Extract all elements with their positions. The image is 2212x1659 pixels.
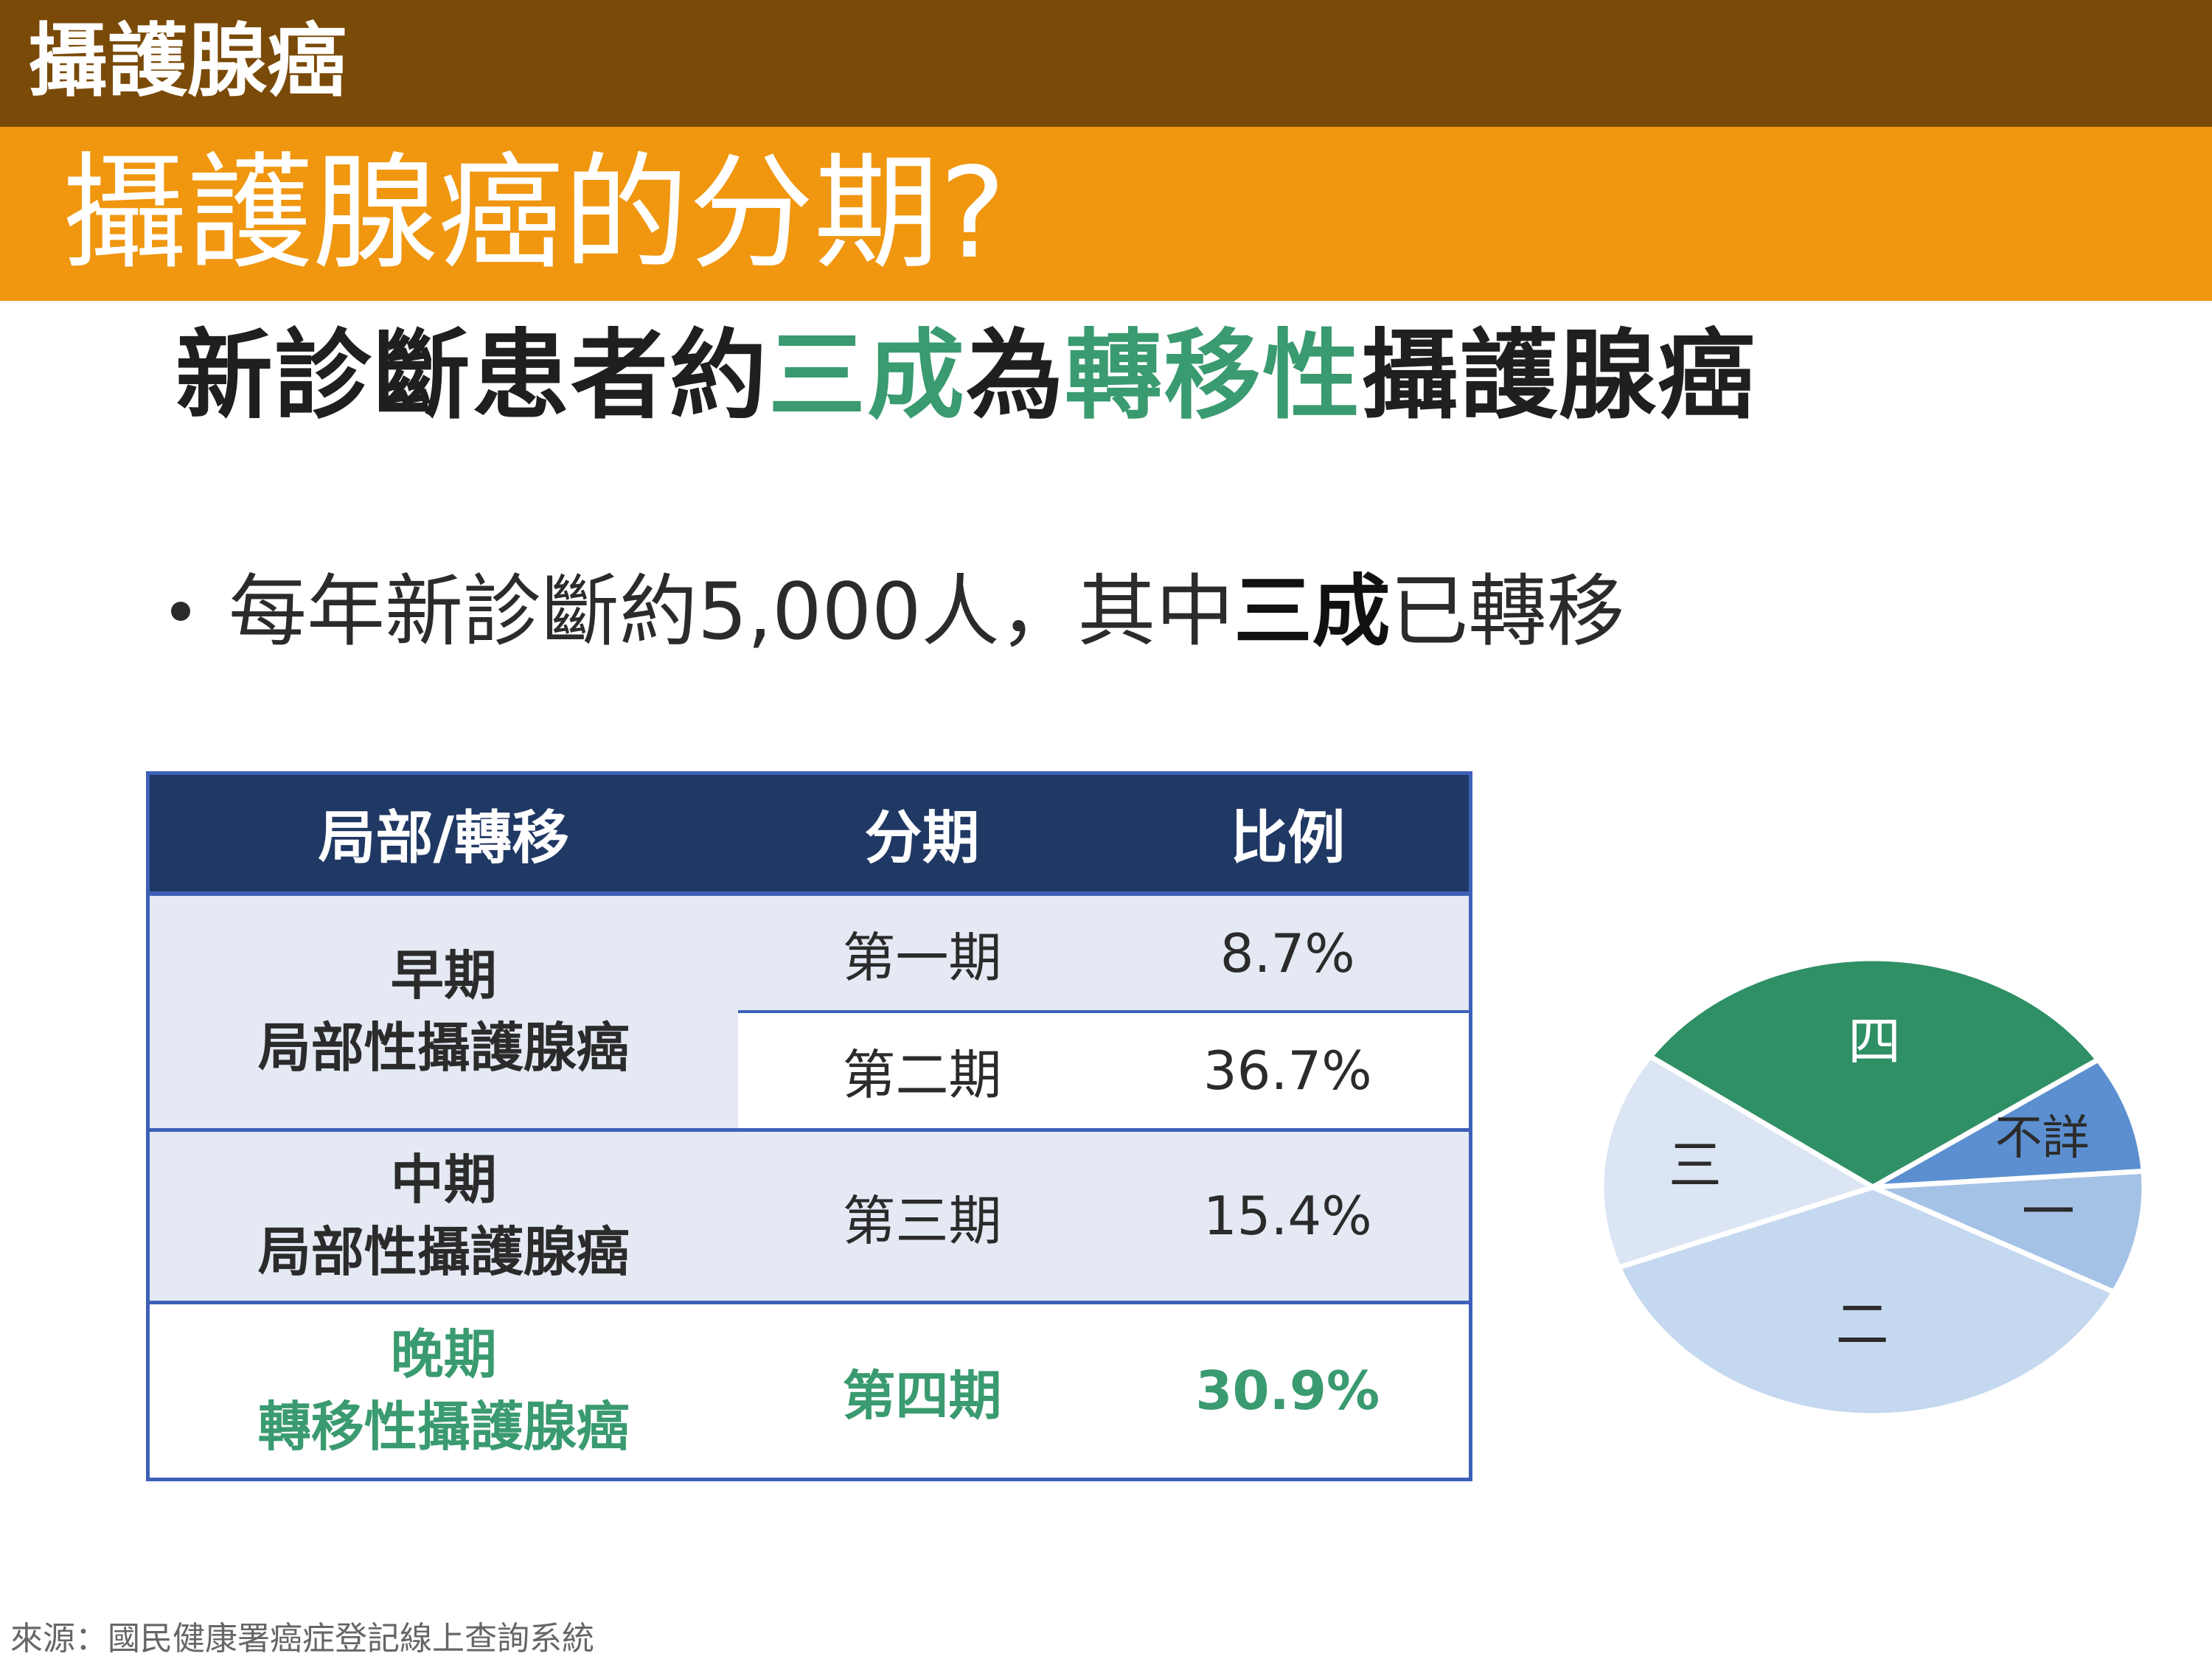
table-row: 早期 局部性攝護腺癌 第一期 8.7%: [147, 894, 1471, 1130]
stage-2: 第二期: [737, 1010, 1107, 1130]
pie-label-4: 四: [1848, 1010, 1901, 1072]
bullet-dot: [171, 602, 190, 622]
pie-slice-5: [1871, 1056, 2146, 1190]
pie-label-5: 不詳: [1995, 1111, 2090, 1166]
bullet-bold: 三成: [1234, 566, 1391, 657]
category-header-bar: 攝護腺癌: [0, 0, 2212, 127]
category-title: 攝護腺癌: [28, 15, 347, 108]
table-row: 中期 局部性攝護腺癌 第三期 15.4%: [147, 1127, 1471, 1302]
headline-part2: 為: [966, 319, 1065, 433]
pie-label-1: 一: [2022, 1180, 2075, 1242]
slide-title-bar: 攝護腺癌的分期?: [0, 127, 2212, 301]
bullet-point: 每年新診斷約5,000人，其中三成已轉移: [171, 557, 1624, 667]
stage-3: 第三期: [737, 1127, 1107, 1302]
slide-title: 攝護腺癌的分期?: [62, 141, 1006, 287]
percent-1: 8.7%: [1106, 894, 1471, 1012]
percent-3: 15.4%: [1106, 1127, 1471, 1302]
percent-2: 36.7%: [1106, 1010, 1471, 1130]
table-header-row: 局部/轉移 分期 比例: [147, 773, 1471, 896]
group-mid-line1: 中期: [390, 1149, 497, 1211]
headline-highlight2: 轉移性: [1065, 319, 1361, 433]
headline-part1: 新診斷患者約: [175, 319, 768, 433]
header-category: 局部/轉移: [147, 773, 738, 896]
pie-slice-1: [1871, 1168, 2147, 1295]
pie-slice-3: [1599, 1053, 1879, 1271]
bullet-text1: 每年新診斷約5,000人，其中: [229, 566, 1234, 657]
group-early: 早期 局部性攝護腺癌: [147, 894, 738, 1130]
stage-table: 局部/轉移 分期 比例 早期 局部性攝護腺癌 第一期 8.7% 第二期 36.7…: [146, 771, 1472, 1481]
header-stage: 分期: [737, 773, 1107, 896]
group-early-line1: 早期: [390, 945, 497, 1007]
stage-1: 第一期: [737, 894, 1107, 1012]
percent-4: 30.9%: [1106, 1300, 1471, 1479]
header-percent: 比例: [1106, 773, 1471, 896]
group-mid-line2: 局部性攝護腺癌: [257, 1221, 630, 1283]
table-row: 第二期 36.7%: [148, 1010, 1471, 1130]
pie-slice-2: [1615, 1184, 2118, 1419]
table-row: 晚期 轉移性攝護腺癌 第四期 30.9%: [147, 1300, 1471, 1479]
headline-highlight1: 三成: [768, 319, 966, 433]
group-late-line1: 晚期: [390, 1324, 497, 1385]
bullet-text2: 已轉移: [1390, 566, 1625, 657]
stage-pie-chart: 一二 三 四不詳: [1599, 956, 2147, 1419]
group-mid: 中期 局部性攝護腺癌: [147, 1127, 738, 1302]
stage-4: 第四期: [737, 1300, 1107, 1479]
pie-slice-4: [1646, 956, 2102, 1191]
group-late: 晚期 轉移性攝護腺癌: [147, 1300, 738, 1479]
source-note: 來源：國民健康署癌症登記線上查詢系統: [10, 1620, 594, 1658]
group-late-line2: 轉移性攝護腺癌: [257, 1396, 630, 1458]
headline: 新診斷患者約三成為轉移性攝護腺癌: [175, 313, 1756, 439]
pie-label-3: 三: [1669, 1135, 1722, 1197]
headline-part3: 攝護腺癌: [1361, 319, 1756, 433]
pie-label-2: 二: [1836, 1293, 1889, 1355]
group-early-line2: 局部性攝護腺癌: [257, 1017, 630, 1079]
